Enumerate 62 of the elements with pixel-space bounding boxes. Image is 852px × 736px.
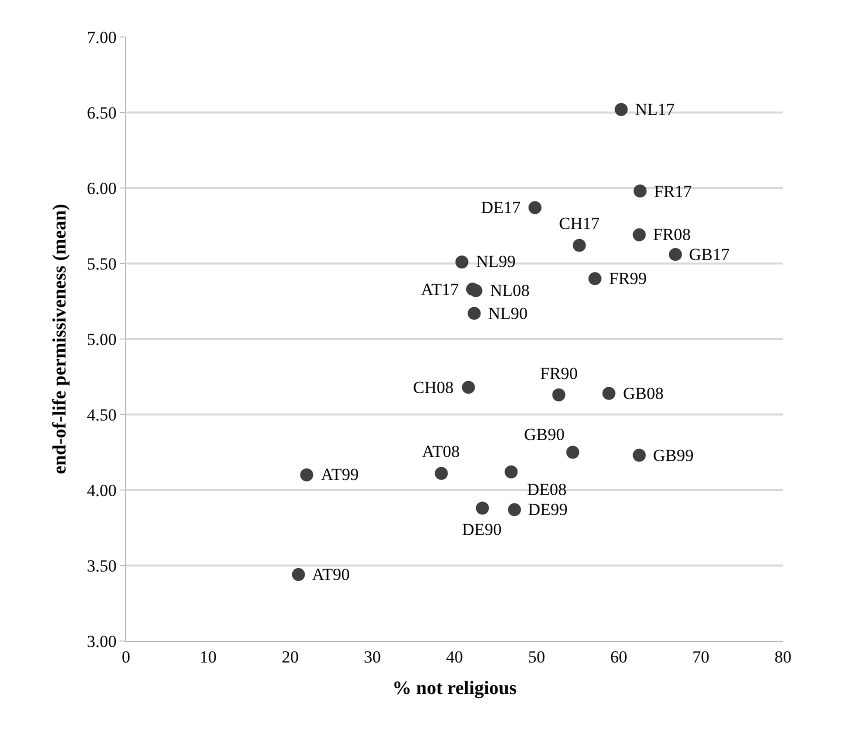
- y-tick-label: 7.00: [86, 28, 117, 47]
- x-tick-label: 30: [364, 647, 381, 666]
- point: [508, 503, 521, 516]
- point: [632, 228, 646, 242]
- annotation: CH17: [559, 214, 600, 233]
- annotation: AT99: [321, 465, 359, 484]
- annotation: DE17: [481, 198, 522, 217]
- y-axis-title: end-of-life permissiveness (mean): [50, 204, 71, 474]
- y-tick-label: 3.50: [86, 556, 117, 576]
- annotation: CH08: [413, 378, 454, 397]
- point: [292, 568, 305, 582]
- annotation: NL99: [476, 252, 516, 271]
- annotation: NL17: [635, 100, 676, 119]
- y-tick-label: 5.00: [86, 330, 117, 349]
- y-tick-label: 4.50: [86, 405, 117, 424]
- point: [632, 448, 646, 462]
- y-tick-label: 6.00: [86, 178, 117, 198]
- x-tick-label: 0: [122, 647, 130, 666]
- annotation: GB90: [524, 425, 565, 444]
- annotation: NL08: [490, 281, 530, 300]
- annotation: FR17: [654, 182, 692, 201]
- annotation: NL90: [488, 304, 528, 323]
- point: [528, 201, 542, 214]
- annotation: FR99: [609, 269, 647, 288]
- x-tick-label: 60: [610, 647, 628, 666]
- point: [572, 238, 586, 252]
- annotation: DE99: [528, 500, 568, 519]
- point: [455, 255, 468, 268]
- point: [566, 446, 580, 459]
- x-tick-label: 50: [528, 647, 546, 666]
- point: [462, 380, 475, 394]
- point: [634, 184, 647, 198]
- annotation: AT08: [422, 442, 460, 461]
- x-tick-label: 20: [282, 647, 299, 666]
- point: [504, 465, 518, 478]
- y-tick-label: 6.50: [86, 103, 117, 122]
- point: [668, 248, 682, 261]
- annotation: GB99: [653, 446, 694, 465]
- x-tick-label: 70: [692, 647, 710, 666]
- point: [434, 466, 448, 480]
- point: [476, 502, 489, 515]
- point: [300, 468, 314, 482]
- point: [614, 102, 628, 116]
- y-tick-label: 3.00: [86, 632, 117, 651]
- annotation: AT90: [312, 565, 350, 584]
- annotation: FR08: [653, 225, 691, 244]
- x-axis-title: % not religious: [392, 678, 517, 700]
- y-tick-label: 5.50: [86, 254, 117, 274]
- point: [552, 388, 566, 402]
- point: [468, 306, 481, 320]
- point: [602, 386, 616, 400]
- x-tick-label: 10: [200, 647, 217, 666]
- annotation: FR90: [540, 364, 578, 383]
- x-tick-label: 40: [446, 647, 463, 666]
- annotation: GB08: [623, 384, 664, 403]
- annotation: DE08: [527, 480, 567, 499]
- annotation: AT17: [421, 280, 460, 299]
- annotation: DE90: [462, 520, 502, 539]
- annotation: GB17: [689, 245, 730, 264]
- point: [588, 272, 602, 286]
- y-tick-label: 4.00: [86, 480, 117, 500]
- x-tick-label: 80: [774, 647, 792, 666]
